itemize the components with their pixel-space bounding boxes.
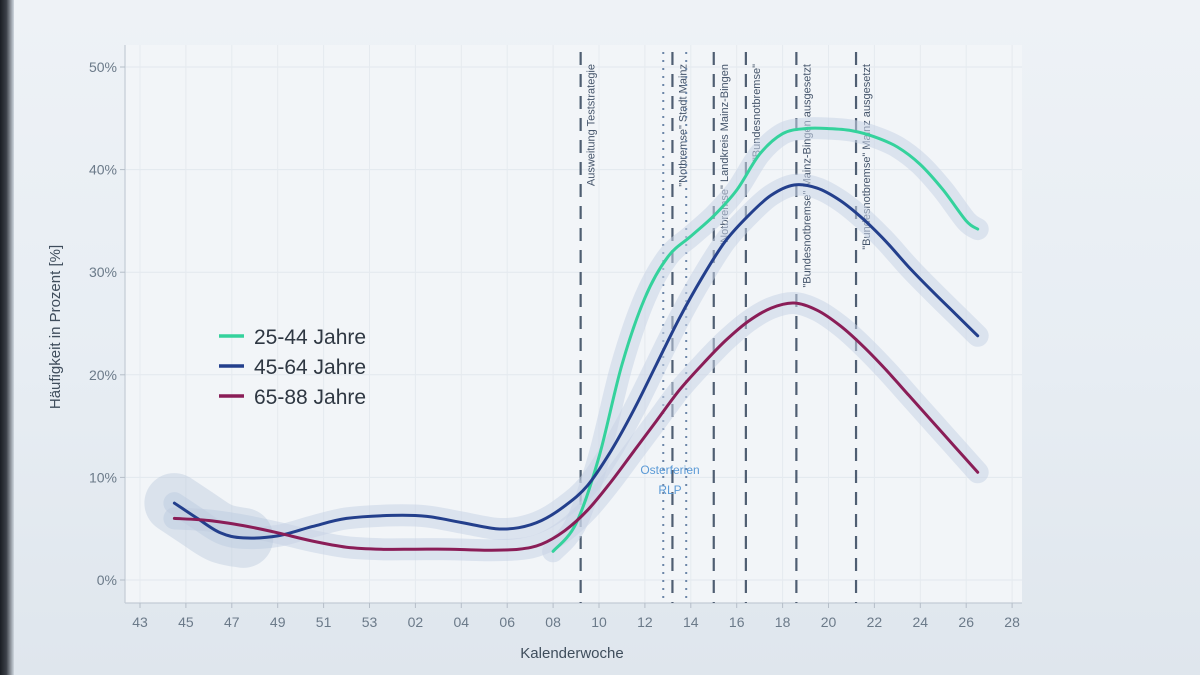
series-lines bbox=[172, 126, 980, 553]
holiday-label-line-2: RLP bbox=[658, 483, 681, 497]
x-tick-label: 14 bbox=[683, 614, 699, 630]
event-label: "Notbremse" Stadt Mainz bbox=[677, 64, 689, 187]
x-tick-label: 12 bbox=[637, 614, 653, 630]
y-tick-label: 30% bbox=[89, 264, 117, 280]
x-tick-label: 22 bbox=[867, 614, 883, 630]
y-tick-label: 0% bbox=[97, 572, 117, 588]
x-tick-label: 02 bbox=[408, 614, 424, 630]
x-tick-label: 20 bbox=[821, 614, 837, 630]
legend-label: 25-44 Jahre bbox=[254, 326, 366, 349]
event-label: Ausweitung Teststrategie bbox=[586, 64, 598, 186]
y-tick-label: 40% bbox=[89, 162, 117, 178]
chart-axes bbox=[120, 45, 1022, 608]
x-tick-label: 28 bbox=[1004, 614, 1020, 630]
holiday-label-line-1: Osterferien bbox=[640, 463, 699, 477]
x-tick-label: 08 bbox=[545, 614, 561, 630]
y-tick-label: 50% bbox=[89, 59, 117, 75]
series-line bbox=[172, 301, 980, 552]
series-line bbox=[172, 183, 980, 540]
x-tick-label: 51 bbox=[316, 614, 332, 630]
x-tick-label: 16 bbox=[729, 614, 745, 630]
legend-label: 65-88 Jahre bbox=[254, 386, 366, 409]
x-tick-label: 06 bbox=[499, 614, 515, 630]
y-axis-title: Häufigkeit in Prozent [%] bbox=[47, 245, 64, 409]
x-tick-label: 53 bbox=[362, 614, 378, 630]
event-label: "Bundesnotbremse" Mainz ausgesetzt bbox=[861, 64, 873, 250]
chart-legend: 25-44 Jahre 45-64 Jahre 65-88 Jahre bbox=[219, 326, 366, 409]
event-label: "Bundesnotbremse" bbox=[751, 64, 763, 161]
x-tick-label: 45 bbox=[178, 614, 194, 630]
screen-left-edge bbox=[0, 0, 14, 675]
x-tick-label: 10 bbox=[591, 614, 607, 630]
x-tick-label: 26 bbox=[958, 614, 974, 630]
x-axis-title: Kalenderwoche bbox=[520, 645, 623, 662]
y-tick-label: 20% bbox=[89, 367, 117, 383]
x-tick-label: 18 bbox=[775, 614, 791, 630]
x-tick-label: 47 bbox=[224, 614, 240, 630]
series-line bbox=[551, 126, 980, 553]
x-tick-label: 04 bbox=[454, 614, 470, 630]
y-tick-label: 10% bbox=[89, 469, 117, 485]
x-tick-label: 49 bbox=[270, 614, 286, 630]
holiday-annotation: Osterferien RLP bbox=[640, 463, 699, 497]
x-tick-label: 24 bbox=[913, 614, 929, 630]
event-markers: Ausweitung Teststrategie "Notbremse" Stad… bbox=[579, 52, 873, 603]
x-tick-label: 43 bbox=[132, 614, 148, 630]
legend-label: 45-64 Jahre bbox=[254, 356, 366, 379]
tick-labels: 0% 10% 20% 30% 40% 50% 43 45 47 49 51 53 02 04 06 08 10 1… bbox=[89, 59, 1020, 630]
